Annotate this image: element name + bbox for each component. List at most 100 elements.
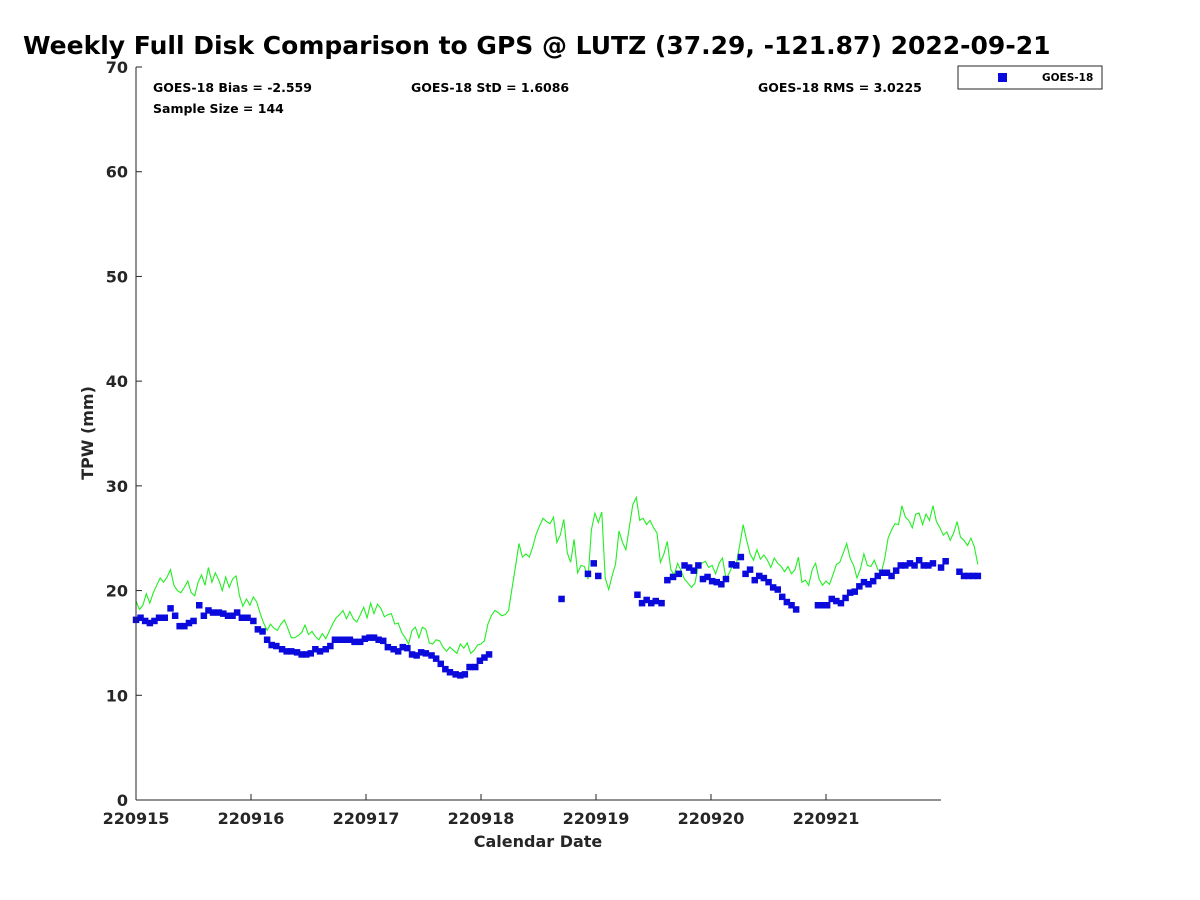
goes-18-point	[906, 560, 914, 567]
goes-18-point	[394, 648, 402, 655]
y-tick-label: 40	[106, 372, 128, 391]
goes-18-point	[331, 636, 339, 643]
goes-18-point	[856, 583, 863, 590]
goes-18-point	[238, 614, 246, 621]
goes-18-point	[669, 573, 677, 581]
goes-18-point	[956, 568, 963, 575]
goes-18-point	[911, 562, 918, 569]
goes-18-point	[215, 609, 223, 616]
goes-18-point	[929, 560, 937, 567]
goes-18-point	[685, 564, 693, 571]
goes-18-point	[869, 577, 877, 585]
x-tick-label: 220920	[678, 809, 745, 828]
goes-18-point	[404, 644, 411, 652]
goes-18-point	[351, 638, 358, 646]
goes-18-point	[664, 576, 671, 584]
goes-18-point	[457, 672, 464, 679]
goes-18-point	[337, 636, 344, 643]
goes-18-point	[327, 642, 334, 650]
goes-18-point	[819, 602, 826, 609]
goes-18-point	[167, 605, 174, 612]
goes-18-point	[774, 586, 781, 593]
goes-18-point	[704, 573, 711, 581]
goes-18-point	[375, 636, 382, 643]
goes-18-point	[244, 614, 251, 621]
bias-stat: GOES-18 Bias = -2.559	[153, 80, 312, 95]
goes-18-point	[481, 654, 488, 661]
goes-18-point	[584, 570, 592, 578]
goes-18-point	[699, 575, 707, 583]
goes-18-point	[965, 572, 972, 580]
goes-18-point	[196, 602, 203, 609]
y-tick-label: 50	[106, 267, 128, 286]
goes-18-point	[788, 602, 795, 609]
legend-marker-goes-18	[998, 73, 1007, 82]
goes-18-point	[925, 562, 932, 569]
x-tick-label: 220917	[333, 809, 400, 828]
goes-18-point	[643, 596, 650, 604]
goes-18-point	[254, 626, 262, 633]
goes-18-point	[181, 622, 188, 630]
goes-18-point	[814, 602, 822, 609]
goes-18-point	[865, 581, 872, 588]
goes-18-point	[742, 570, 749, 578]
goes-18-point	[141, 617, 149, 625]
goes-18-point	[942, 558, 949, 565]
goes-18-point	[638, 599, 646, 607]
legend-label-goes-18: GOES-18	[1042, 72, 1093, 84]
goes-18-point	[765, 578, 772, 586]
goes-18-point	[346, 636, 354, 643]
goes-18-point	[783, 598, 791, 606]
rms-stat: GOES-18 RMS = 3.0225	[758, 80, 922, 95]
goes-18-point	[303, 651, 310, 658]
goes-18-point	[779, 593, 786, 601]
goes-18-point	[293, 649, 301, 656]
goes-18-point	[312, 646, 319, 653]
goes-18-point	[915, 557, 923, 564]
goes-18-point	[860, 578, 868, 586]
goes-18-point	[155, 614, 163, 621]
goes-18-point	[837, 599, 845, 607]
y-tick-label: 0	[117, 791, 128, 810]
goes-18-point	[366, 634, 373, 641]
goes-18-point	[737, 553, 745, 561]
goes-18-point	[452, 671, 459, 678]
goes-18-point	[883, 569, 891, 576]
x-tick-label: 220916	[218, 809, 285, 828]
goes-18-point	[151, 617, 158, 625]
goes-18-point	[728, 561, 735, 568]
goes-18-point	[756, 572, 763, 580]
goes-18-point	[161, 614, 168, 621]
goes-18-point	[595, 572, 602, 580]
goes-18-point	[233, 609, 241, 616]
goes-18-point	[146, 619, 154, 627]
goes-18-point	[733, 562, 740, 569]
y-tick-label: 20	[106, 582, 128, 601]
y-tick-label: 60	[106, 163, 128, 182]
goes-18-point	[695, 562, 702, 569]
goes-18-point	[307, 650, 314, 657]
goes-18-point	[461, 671, 469, 678]
goes-18-point	[842, 594, 849, 602]
goes-18-point	[718, 581, 725, 588]
goes-18-point	[675, 570, 682, 578]
goes-18-point	[176, 622, 183, 630]
goes-18-point	[283, 648, 290, 655]
goes-18-point	[897, 562, 904, 569]
goes-18-point	[442, 665, 449, 673]
goes-18-point	[273, 642, 280, 650]
goes-18-point	[558, 595, 565, 603]
goes-18-point	[432, 655, 440, 662]
goes-18-point	[713, 578, 720, 586]
x-tick-label: 220915	[103, 809, 170, 828]
goes-18-point	[888, 572, 895, 580]
goes-18-point	[361, 635, 369, 642]
goes-18-point	[892, 567, 900, 574]
goes-18-point	[937, 564, 945, 571]
x-tick-label: 220919	[563, 809, 630, 828]
goes-18-point	[209, 609, 217, 616]
gps-series-line	[135, 495, 979, 655]
goes-18-point	[879, 569, 886, 576]
goes-18-point	[342, 636, 349, 643]
